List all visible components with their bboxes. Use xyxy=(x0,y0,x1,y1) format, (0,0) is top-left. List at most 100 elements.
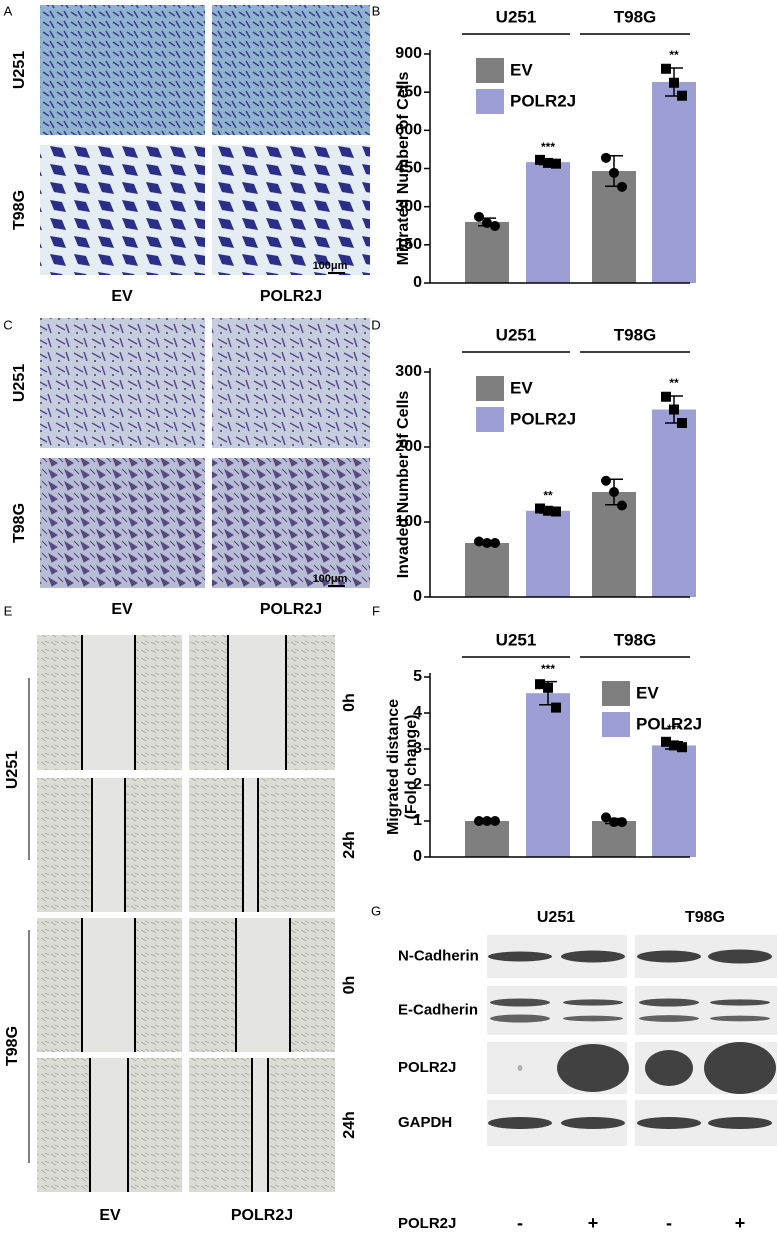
significance: ** xyxy=(669,48,679,62)
band xyxy=(710,999,770,1006)
panel-letter: B xyxy=(372,3,381,18)
group-label: T98G xyxy=(614,630,657,649)
y-tick-label: 300 xyxy=(395,198,422,215)
data-point xyxy=(490,221,500,232)
data-point xyxy=(677,418,687,428)
data-point xyxy=(661,736,671,747)
group-label: T98G xyxy=(614,7,657,26)
data-point xyxy=(609,817,619,828)
data-point xyxy=(535,154,545,165)
cell-line-label: U251 xyxy=(537,909,575,926)
data-point xyxy=(543,682,553,693)
bar xyxy=(592,171,636,283)
data-point xyxy=(551,158,561,169)
group-label: U251 xyxy=(496,7,537,26)
group-label: U251 xyxy=(496,325,537,344)
data-point xyxy=(474,211,484,222)
column-label: EV xyxy=(99,1207,121,1224)
panel-letter: C xyxy=(3,317,12,332)
significance: ** xyxy=(669,376,679,390)
y-tick-label: 300 xyxy=(395,363,422,380)
scratch-gap xyxy=(228,635,286,770)
significance: ** xyxy=(543,489,553,503)
y-tick-label: 200 xyxy=(395,438,422,455)
y-axis-label: Migrated distance xyxy=(385,699,402,835)
band xyxy=(563,1015,623,1022)
lane-label: + xyxy=(735,1213,746,1233)
y-tick-label: 900 xyxy=(395,45,422,62)
protein-label: N-Cadherin xyxy=(398,947,479,964)
scratch-gap xyxy=(236,918,290,1052)
time-label: 24h xyxy=(341,831,358,859)
y-axis-label: Migrated Number of Cells xyxy=(395,72,412,266)
bar xyxy=(592,492,636,597)
protein-label: E-Cadherin xyxy=(398,1001,478,1018)
data-point xyxy=(669,404,679,415)
panel-letter: G xyxy=(371,903,381,918)
bar xyxy=(465,821,509,857)
data-point xyxy=(474,536,484,547)
y-tick-label: 3 xyxy=(413,740,422,757)
row-label: U251 xyxy=(11,364,28,402)
data-point xyxy=(601,812,611,823)
group-label: T98G xyxy=(614,325,657,344)
group-label: U251 xyxy=(496,630,537,649)
legend-swatch xyxy=(476,58,504,83)
data-point xyxy=(543,157,553,168)
y-tick-label: 5 xyxy=(413,668,422,685)
band xyxy=(488,1117,552,1129)
scratch-image xyxy=(189,778,335,912)
data-point xyxy=(617,181,627,192)
scratch-gap xyxy=(243,778,258,912)
data-point xyxy=(601,152,611,163)
micrograph xyxy=(40,5,205,135)
band xyxy=(488,951,552,962)
band xyxy=(637,1117,701,1129)
panel-letter: F xyxy=(372,603,380,618)
band xyxy=(704,1042,776,1094)
bar xyxy=(652,745,696,857)
significance: *** xyxy=(667,722,681,736)
scratch-gap xyxy=(92,778,125,912)
data-point xyxy=(482,816,492,826)
legend-label: EV xyxy=(636,683,659,702)
bar xyxy=(465,543,509,597)
band xyxy=(517,1065,523,1071)
blot xyxy=(635,986,777,1035)
y-axis-label: (Fold change) xyxy=(403,715,420,820)
cell-line-label: T98G xyxy=(685,909,725,926)
bar xyxy=(465,221,509,283)
row-label: U251 xyxy=(11,51,28,89)
band xyxy=(645,1050,693,1086)
micrograph xyxy=(212,318,370,448)
y-axis-label: Invaded Number of Cells xyxy=(395,391,412,579)
legend-swatch xyxy=(602,681,630,706)
band xyxy=(708,949,772,964)
bar xyxy=(526,510,570,597)
band xyxy=(561,950,625,963)
legend-label: POLR2J xyxy=(636,714,702,733)
lane-label: + xyxy=(588,1213,599,1233)
bar xyxy=(652,409,696,597)
significance: *** xyxy=(541,662,555,676)
band xyxy=(639,998,699,1007)
micrograph xyxy=(212,145,370,275)
legend-swatch xyxy=(476,89,504,114)
bar xyxy=(652,81,696,283)
band xyxy=(490,998,550,1007)
y-tick-label: 750 xyxy=(395,83,422,100)
scratch-gap xyxy=(90,1058,128,1192)
data-point xyxy=(551,702,561,713)
panel-letter: E xyxy=(4,603,13,618)
micrograph xyxy=(40,458,205,588)
time-label: 0h xyxy=(341,693,358,712)
data-point xyxy=(535,679,545,690)
band xyxy=(490,1014,550,1023)
significance: *** xyxy=(541,140,555,154)
data-point xyxy=(482,217,492,228)
y-tick-label: 1 xyxy=(413,812,422,829)
bar xyxy=(526,162,570,283)
band xyxy=(561,1117,625,1129)
band xyxy=(708,1117,772,1129)
